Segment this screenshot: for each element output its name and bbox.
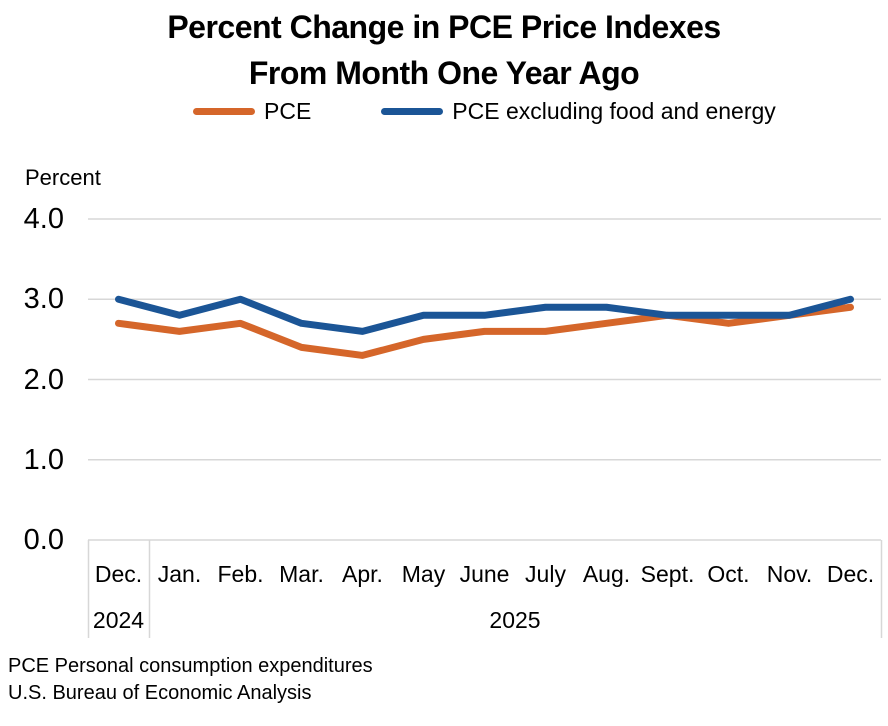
- year-label-2025: 2025: [489, 607, 541, 633]
- y-tick-label: 2.0: [23, 363, 64, 396]
- year-label-2024: 2024: [92, 607, 145, 633]
- x-tick-label: Nov.: [766, 561, 813, 587]
- series-line-pce: [115, 303, 854, 359]
- x-tick-label: Sept.: [640, 561, 695, 587]
- y-axis-unit-label: Percent: [25, 165, 101, 190]
- footer-note-pce-definition: PCE Personal consumption expenditures: [8, 655, 373, 677]
- series-line-pce-excluding-food-and-energy: [115, 295, 854, 335]
- chart-title-line1: Percent Change in PCE Price Indexes: [167, 9, 721, 45]
- legend-item-pce: PCE: [193, 98, 311, 125]
- chart-title-line2: From Month One Year Ago: [248, 55, 640, 91]
- x-tick-label: Apr.: [342, 561, 383, 587]
- pce-line-swatch-icon: [193, 108, 255, 115]
- x-tick-label: Jan.: [157, 561, 202, 587]
- legend: PCE PCE excluding food and energy: [193, 98, 776, 125]
- x-tick-label: Mar.: [279, 561, 324, 587]
- x-tick-label: Feb.: [217, 561, 264, 587]
- core-pce-line-swatch-icon: [381, 108, 444, 115]
- legend-item-core-pce: PCE excluding food and energy: [381, 98, 776, 125]
- y-tick-label: 0.0: [23, 524, 64, 556]
- y-tick-label: 4.0: [23, 203, 64, 235]
- y-tick-label: 3.0: [23, 283, 64, 316]
- x-tick-label: Dec.: [826, 561, 875, 587]
- footer-note-source: U.S. Bureau of Economic Analysis: [8, 682, 312, 704]
- legend-label-pce: PCE: [264, 98, 312, 124]
- chart-title: Percent Change in PCE Price Indexes From…: [0, 4, 888, 96]
- legend-label-core-pce: PCE excluding food and energy: [452, 98, 776, 124]
- footer-notes: PCE Personal consumption expenditures U.…: [8, 653, 373, 707]
- x-tick-label: June: [459, 561, 510, 587]
- y-tick-label: 1.0: [23, 443, 64, 476]
- x-tick-label: Dec.: [94, 561, 143, 587]
- x-tick-label: Aug.: [582, 561, 631, 587]
- x-tick-label: Oct.: [707, 561, 750, 587]
- x-tick-label: July: [525, 561, 566, 587]
- x-tick-label: May: [401, 561, 446, 587]
